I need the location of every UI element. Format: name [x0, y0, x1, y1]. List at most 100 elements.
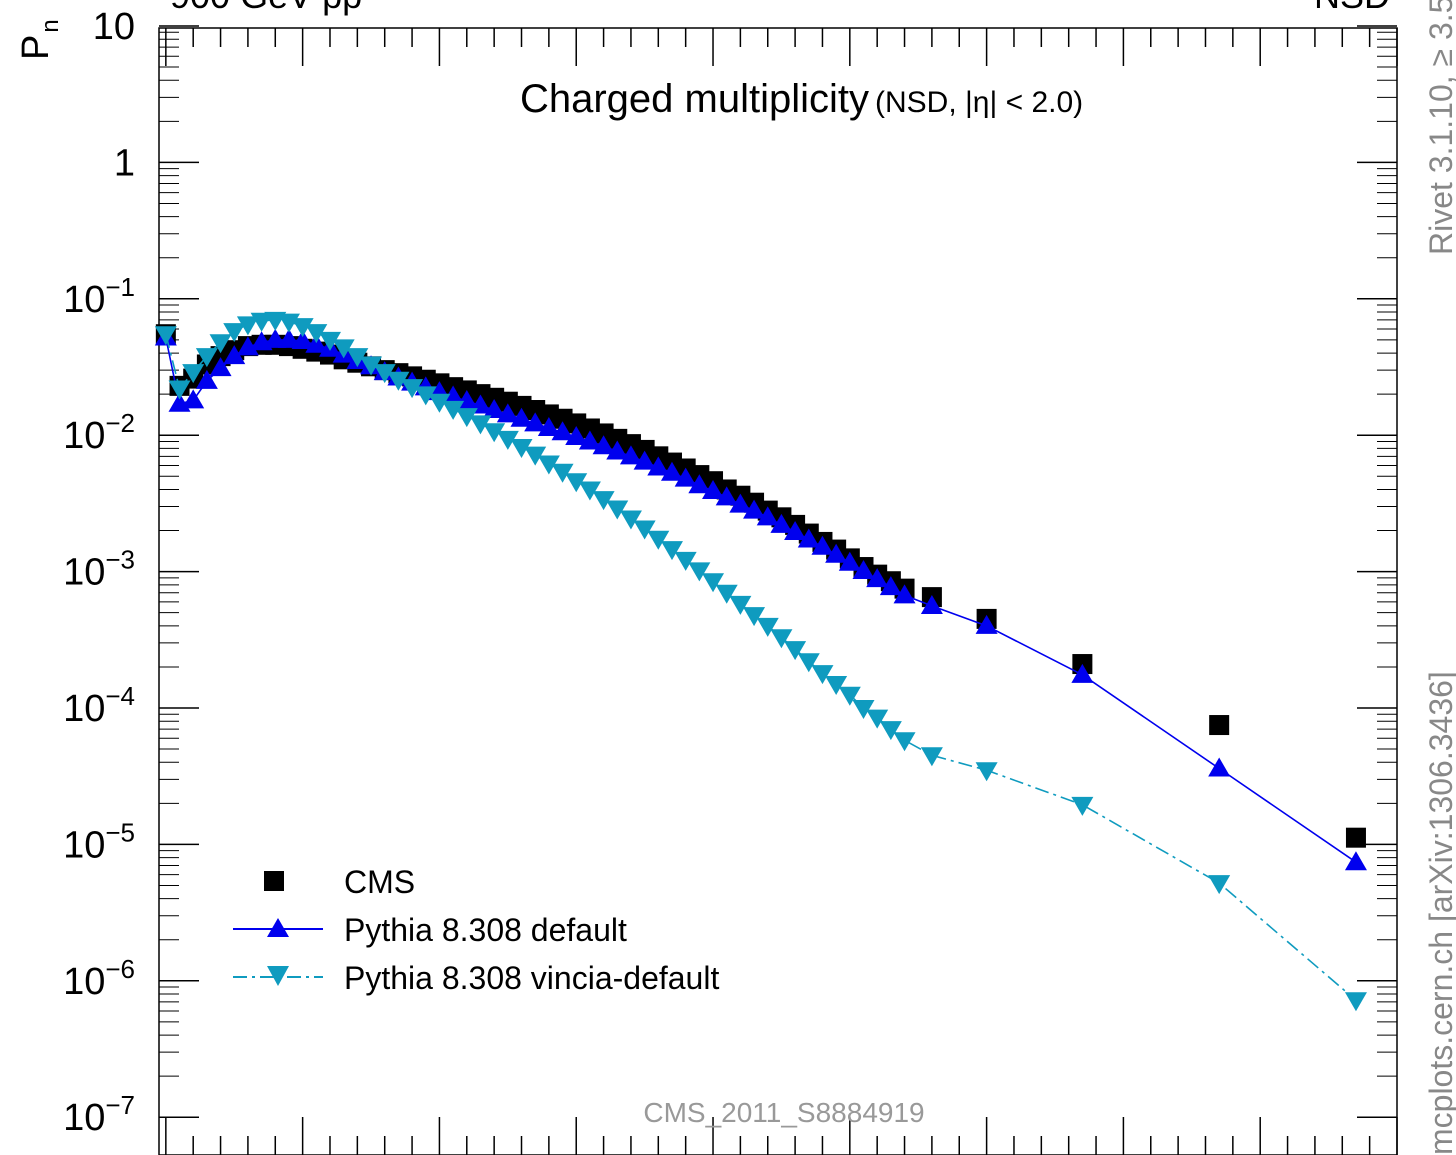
data-point-triangle-down: [305, 324, 328, 344]
chart-title-suffix-text: (NSD, |η| < 2.0): [875, 86, 1083, 119]
data-point-triangle-up: [305, 333, 328, 353]
data-point-triangle-down: [1071, 796, 1094, 816]
y-axis-label: Pn: [15, 19, 64, 60]
data-point-triangle-down: [332, 339, 355, 359]
data-point-triangle-up: [729, 493, 752, 513]
data-point-triangle-up: [1208, 757, 1231, 777]
data-point-triangle-up: [660, 461, 683, 481]
y-tick-label-exponent: −6: [105, 954, 135, 984]
data-point-triangle-up: [592, 435, 615, 455]
data-point-triangle-down: [633, 520, 656, 540]
data-point-triangle-up: [647, 456, 670, 476]
y-tick-label-exponent: −1: [105, 272, 135, 302]
y-axis-label-main: Pn: [15, 19, 64, 60]
data-point-triangle-down: [1208, 875, 1231, 895]
legend-marker-pythia-default: [267, 918, 289, 937]
data-point-triangle-down: [373, 364, 396, 384]
data-point-triangle-down: [702, 573, 725, 593]
plot-frame: [158, 27, 1398, 1155]
data-point-triangle-down: [428, 393, 451, 413]
data-point-triangle-up: [223, 345, 246, 365]
data-point-triangle-down: [852, 700, 875, 719]
data-point-square: [1345, 827, 1366, 848]
y-tick-label-exponent: −3: [105, 545, 135, 575]
y-tick-label-base: 1: [114, 142, 135, 184]
data-point-triangle-up: [578, 430, 601, 450]
data-point-triangle-down: [838, 686, 861, 706]
data-point-triangle-down: [825, 675, 848, 695]
data-point-triangle-up: [551, 421, 574, 441]
data-point-triangle-down: [647, 530, 670, 550]
data-point-triangle-down: [154, 326, 177, 346]
data-point-triangle-up: [236, 336, 259, 356]
data-point-triangle-down: [893, 732, 916, 752]
data-point-triangle-down: [797, 653, 820, 673]
data-point-triangle-up: [715, 486, 738, 506]
data-point-triangle-up: [756, 506, 779, 526]
data-point-triangle-up: [797, 528, 820, 548]
data-point-triangle-up: [879, 576, 902, 596]
legend-item-cms: CMS: [264, 864, 415, 900]
analysis-label: CMS_2011_S8884919: [643, 1097, 924, 1128]
data-point-triangle-down: [660, 541, 683, 561]
data-point-triangle-down: [756, 617, 779, 637]
data-point-triangle-up: [195, 369, 218, 389]
data-point-triangle-up: [537, 416, 560, 436]
y-tick-label-exponent: −2: [105, 408, 135, 438]
data-point-triangle-up: [702, 479, 725, 499]
data-point-triangle-down: [223, 323, 246, 343]
chart-title-suffix: (NSD, |η| < 2.0): [875, 86, 1083, 119]
data-point-triangle-down: [1344, 992, 1367, 1012]
data-point-triangle-down: [688, 562, 711, 582]
data-point-triangle-up: [688, 474, 711, 494]
data-point-triangle-up: [770, 513, 793, 533]
series-0: [155, 324, 1366, 848]
data-point-triangle-down: [920, 747, 943, 767]
data-point-triangle-up: [291, 330, 314, 350]
data-point-triangle-up: [743, 499, 766, 519]
y-tick-label: 10−6: [63, 954, 135, 1003]
data-point-triangle-up: [619, 445, 642, 465]
data-point-triangle-down: [318, 331, 341, 351]
data-point-triangle-up: [565, 426, 588, 446]
y-tick-label-exponent: −5: [105, 817, 135, 847]
data-point-triangle-up: [674, 467, 697, 487]
y-tick-label: 10−5: [63, 817, 135, 866]
series-2: [154, 311, 1367, 1012]
data-point-triangle-down: [250, 312, 273, 332]
legend-item-pythia-default: Pythia 8.308 default: [233, 912, 627, 948]
y-axis-label-subscript: n: [37, 19, 64, 32]
y-tick-label-base: 10: [63, 552, 105, 594]
data-point-triangle-down: [195, 348, 218, 368]
data-point-triangle-up: [633, 450, 656, 470]
legend-item-pythia-vincia: Pythia 8.308 vincia-default: [233, 960, 719, 996]
data-point-triangle-up: [209, 357, 232, 377]
data-point-triangle-down: [401, 379, 424, 399]
series-1: [154, 326, 1367, 871]
y-tick-label: 10: [93, 6, 135, 48]
data-point-triangle-up: [496, 403, 519, 423]
data-point-triangle-down: [592, 491, 615, 511]
data-point-triangle-down: [565, 473, 588, 493]
data-point-triangle-up: [852, 560, 875, 580]
legend-label-cms: CMS: [344, 864, 415, 900]
data-point-triangle-down: [524, 446, 547, 466]
header-right-text: NSD: [1314, 0, 1390, 16]
chart-title-text: Charged multiplicity: [520, 77, 869, 121]
data-point-triangle-down: [209, 334, 232, 354]
y-tick-label-base: 10: [63, 824, 105, 866]
y-tick-label: 10−3: [63, 545, 135, 594]
data-point-triangle-down: [469, 415, 492, 435]
y-tick-label: 10−2: [63, 408, 135, 457]
series-layer: [154, 311, 1367, 1012]
data-point-triangle-down: [360, 356, 383, 376]
data-point-triangle-down: [975, 762, 998, 782]
data-point-triangle-down: [442, 400, 465, 420]
series-line: [165, 337, 1357, 863]
data-point-triangle-up: [1344, 851, 1367, 871]
y-tick-label: 1: [114, 142, 135, 184]
data-point-triangle-down: [729, 595, 752, 615]
data-point-triangle-down: [866, 709, 889, 729]
data-point-triangle-down: [578, 481, 601, 501]
